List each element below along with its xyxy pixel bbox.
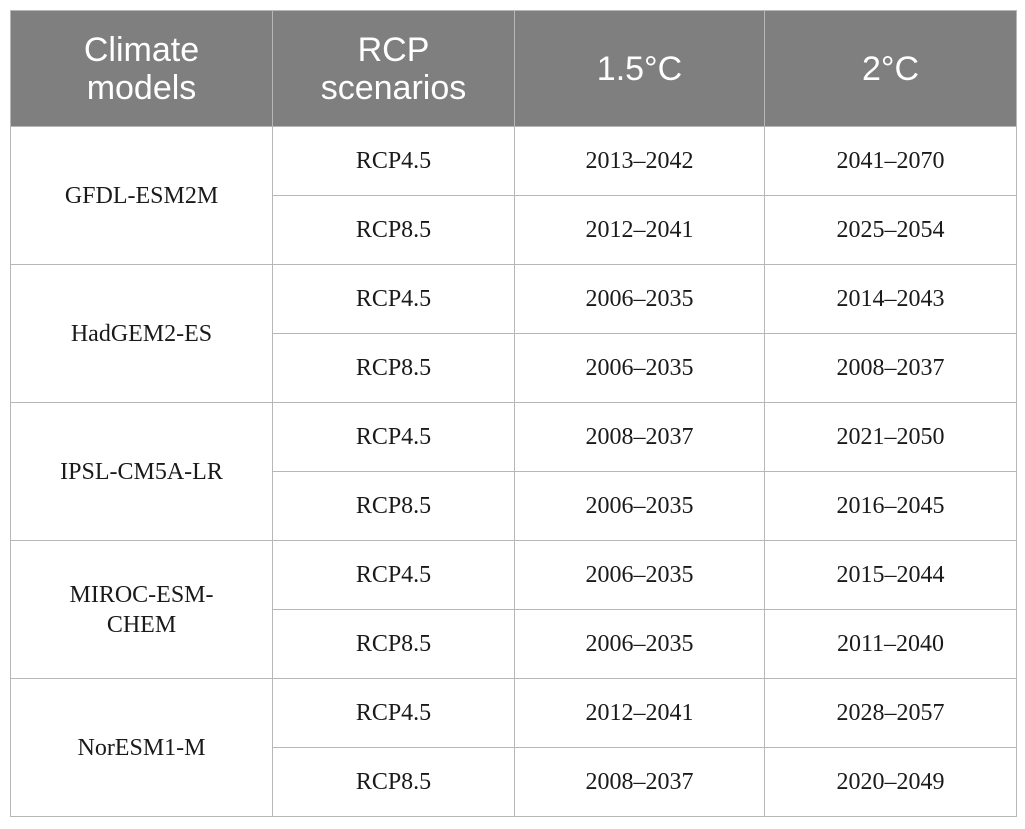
header-label: RCP scenarios — [320, 30, 467, 107]
period-1-5c-cell: 2006–2035 — [514, 264, 765, 334]
table-body: GFDL-ESM2M RCP4.5 2013–2042 2041–2070 RC… — [10, 126, 1017, 817]
table-row: IPSL-CM5A-LR RCP4.5 2008–2037 2021–2050 — [10, 402, 1017, 541]
period-2c-cell: 2015–2044 — [764, 540, 1017, 610]
scenario-cell: RCP8.5 — [272, 333, 515, 403]
table-row: GFDL-ESM2M RCP4.5 2013–2042 2041–2070 — [10, 126, 1017, 265]
model-cell: NorESM1-M — [10, 678, 273, 817]
period-1-5c-cell: 2013–2042 — [514, 126, 765, 196]
period-2c-cell: 2041–2070 — [764, 126, 1017, 196]
period-1-5c-cell: 2006–2035 — [514, 540, 765, 610]
header-label: Climate models — [83, 30, 200, 107]
model-cell: MIROC-ESM-CHEM — [10, 540, 273, 679]
table-row: RCP8.5 2006–2035 2016–2045 — [11, 471, 1017, 541]
period-1-5c-cell: 2008–2037 — [514, 402, 765, 472]
header-1-5c: 1.5°C — [514, 10, 765, 127]
period-2c-cell: 2020–2049 — [764, 747, 1017, 817]
period-1-5c-cell: 2006–2035 — [514, 609, 765, 679]
scenario-cell: RCP4.5 — [272, 540, 515, 610]
header-row: Climate models RCP scenarios 1.5°C 2°C — [10, 10, 1017, 127]
scenario-cell: RCP4.5 — [272, 678, 515, 748]
table-row: MIROC-ESM-CHEM RCP4.5 2006–2035 2015–204… — [10, 540, 1017, 679]
period-2c-cell: 2008–2037 — [764, 333, 1017, 403]
table-row: RCP8.5 2008–2037 2020–2049 — [11, 747, 1017, 817]
data-table: Climate models RCP scenarios 1.5°C 2°C G… — [10, 10, 1017, 817]
table-row: RCP8.5 2012–2041 2025–2054 — [11, 195, 1017, 265]
scenario-cell: RCP8.5 — [272, 609, 515, 679]
period-2c-cell: 2014–2043 — [764, 264, 1017, 334]
period-1-5c-cell: 2012–2041 — [514, 195, 765, 265]
model-cell: HadGEM2-ES — [10, 264, 273, 403]
period-1-5c-cell: 2008–2037 — [514, 747, 765, 817]
model-cell: IPSL-CM5A-LR — [10, 402, 273, 541]
period-1-5c-cell: 2006–2035 — [514, 333, 765, 403]
table-row: HadGEM2-ES RCP4.5 2006–2035 2014–2043 — [10, 264, 1017, 403]
header-2c: 2°C — [764, 10, 1017, 127]
model-cell: GFDL-ESM2M — [10, 126, 273, 265]
scenario-cell: RCP8.5 — [272, 195, 515, 265]
scenario-cell: RCP4.5 — [272, 264, 515, 334]
period-2c-cell: 2011–2040 — [764, 609, 1017, 679]
period-2c-cell: 2021–2050 — [764, 402, 1017, 472]
scenario-cell: RCP8.5 — [272, 471, 515, 541]
table-header: Climate models RCP scenarios 1.5°C 2°C — [10, 10, 1017, 127]
header-label: 2°C — [861, 49, 920, 88]
header-label: 1.5°C — [596, 49, 683, 88]
scenario-cell: RCP4.5 — [272, 402, 515, 472]
table-row: RCP8.5 2006–2035 2011–2040 — [11, 609, 1017, 679]
period-1-5c-cell: 2012–2041 — [514, 678, 765, 748]
header-rcp-scenarios: RCP scenarios — [272, 10, 515, 127]
period-2c-cell: 2028–2057 — [764, 678, 1017, 748]
period-1-5c-cell: 2006–2035 — [514, 471, 765, 541]
header-climate-models: Climate models — [10, 10, 273, 127]
period-2c-cell: 2025–2054 — [764, 195, 1017, 265]
scenario-cell: RCP8.5 — [272, 747, 515, 817]
period-2c-cell: 2016–2045 — [764, 471, 1017, 541]
scenario-cell: RCP4.5 — [272, 126, 515, 196]
table-row: NorESM1-M RCP4.5 2012–2041 2028–2057 — [10, 678, 1017, 817]
